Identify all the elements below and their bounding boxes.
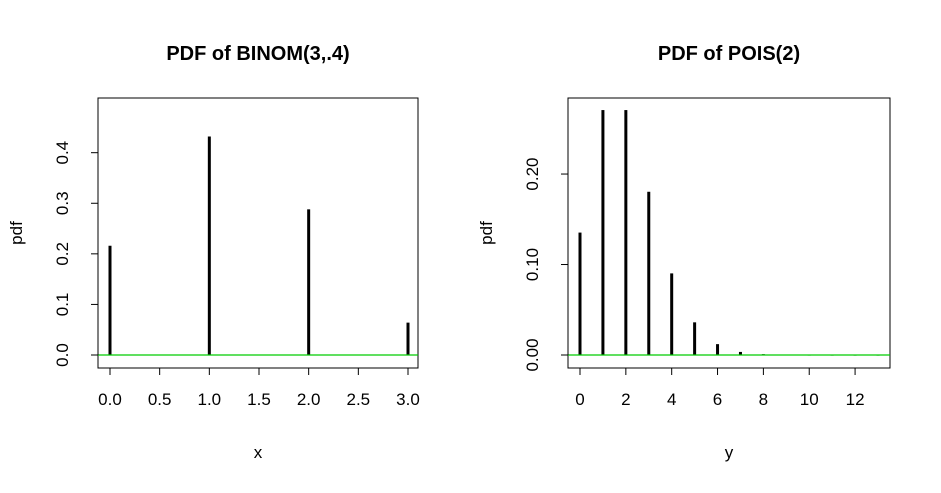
- y-tick-label: 0.10: [523, 248, 542, 281]
- binom-panel: PDF of BINOM(3,.4) 0.0 0.5 1.0 1.5 2.0 2.5 3.0 0…: [7, 43, 420, 462]
- y-tick-label: 0.00: [523, 338, 542, 371]
- y-tick-label: 0.0: [53, 343, 72, 367]
- x-tick-label: 6: [713, 390, 722, 409]
- x-tick-label: 0: [575, 390, 584, 409]
- x-tick-label: 2: [621, 390, 630, 409]
- y-tick-label: 0.4: [53, 141, 72, 165]
- chart-title: PDF of POIS(2): [658, 43, 800, 65]
- bar-mark: [738, 351, 742, 355]
- bar-mark: [624, 110, 628, 355]
- bar-mark: [406, 322, 410, 355]
- y-tick-label: 0.20: [523, 157, 542, 190]
- bar-mark: [601, 110, 605, 355]
- x-tick-label: 3.0: [396, 390, 420, 409]
- x-tick-label: 1.5: [247, 390, 271, 409]
- x-tick-label: 8: [759, 390, 768, 409]
- plot-frame: [567, 97, 891, 369]
- bar-mark: [647, 191, 651, 355]
- bar-mark: [716, 344, 720, 355]
- y-axis-label: pdf: [7, 221, 26, 245]
- bar-mark: [578, 232, 582, 355]
- bar-mark: [670, 273, 674, 355]
- x-tick-label: 1.0: [198, 390, 222, 409]
- x-tick-label: 0.5: [148, 390, 172, 409]
- x-tick-label: 4: [667, 390, 676, 409]
- bar-mark: [307, 209, 311, 355]
- y-tick-label: 0.3: [53, 191, 72, 215]
- y-tick-label: 0.2: [53, 242, 72, 266]
- x-tick-label: 10: [800, 390, 819, 409]
- x-axis-label: y: [725, 443, 734, 462]
- plot-frame: [97, 97, 419, 369]
- pois-panel: PDF of POIS(2) 0 2 4 6 8 10 12 0.00 0.10 0.20 y pdf: [477, 43, 891, 462]
- x-tick-label: 0.0: [98, 390, 122, 409]
- x-axis-label: x: [254, 443, 263, 462]
- y-axis-label: pdf: [477, 221, 496, 245]
- x-tick-label: 12: [846, 390, 865, 409]
- chart-title: PDF of BINOM(3,.4): [166, 43, 349, 65]
- bar-mark: [207, 136, 211, 355]
- bar-mark: [108, 245, 112, 355]
- x-tick-label: 2.0: [297, 390, 321, 409]
- x-tick-label: 2.5: [347, 390, 371, 409]
- bar-mark: [693, 322, 697, 355]
- y-tick-label: 0.1: [53, 293, 72, 317]
